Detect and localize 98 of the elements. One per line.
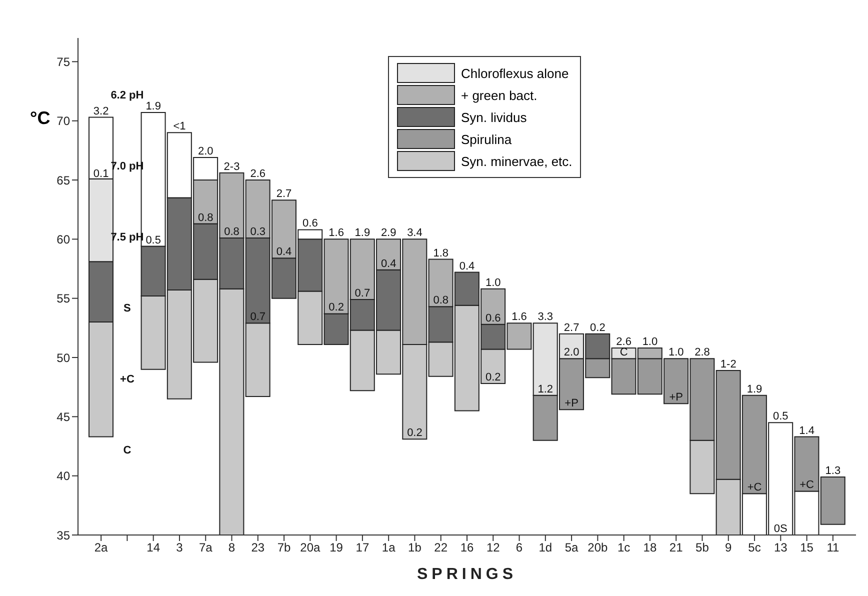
legend-label: Syn. minervae, etc.	[461, 154, 572, 168]
annotation: 2.6	[250, 168, 266, 180]
annotation: 1.9	[146, 100, 161, 113]
annotation: +P	[564, 398, 578, 410]
annotation: 1.9	[746, 383, 762, 396]
x-tick-label: 1c	[617, 540, 630, 555]
legend-label: + green bact.	[461, 88, 538, 102]
x-tick-label: 5a	[564, 540, 579, 555]
annotation: 0.6	[485, 312, 501, 324]
annotation: 2.9	[380, 227, 396, 240]
x-tick-label: 1d	[538, 540, 552, 555]
x-tick-label: 14	[146, 540, 160, 555]
x-tick-label: 21	[669, 540, 684, 555]
x-tick-label: 12	[486, 540, 500, 555]
y-tick-label: 35	[56, 528, 70, 542]
annotation: 0S	[774, 523, 788, 535]
annotation: 0.7	[354, 288, 370, 300]
x-tick-label: 1b	[408, 540, 422, 555]
annotation: +C	[120, 374, 134, 386]
annotation: 0.4	[276, 246, 292, 258]
annotation: 0.2	[328, 302, 344, 314]
y-axis-title: °C	[30, 108, 50, 129]
annotation: 1.0	[668, 346, 684, 359]
x-tick-label: 20a	[300, 540, 321, 555]
annotation: 0.2	[407, 427, 422, 440]
annotation: 0.8	[433, 294, 449, 307]
annotation: 0.8	[224, 226, 240, 238]
annotation: 1.4	[799, 424, 814, 437]
y-tick-label: 50	[56, 350, 70, 365]
annotation: 0.3	[250, 226, 266, 238]
x-tick-label: 16	[460, 540, 474, 555]
x-tick-label: 18	[643, 540, 657, 555]
annotation: 2.0	[198, 146, 214, 158]
x-tick-label: 1a	[382, 540, 396, 555]
y-tick-label: 60	[56, 232, 70, 246]
legend-label: Chloroflexus alone	[461, 66, 569, 80]
annotation: 2.6	[616, 336, 632, 348]
annotation: 1.2	[538, 383, 554, 396]
annotation: 2.0	[564, 346, 580, 359]
annotation: 3.3	[538, 311, 554, 324]
annotation: 1.6	[328, 227, 344, 240]
annotation: 1.8	[433, 247, 449, 260]
x-tick-label: 20b	[588, 540, 608, 555]
annotation: 0.2	[590, 322, 606, 334]
annotation: 0.6	[302, 218, 318, 230]
y-tick-label: 40	[56, 469, 70, 484]
annotation: +P	[669, 392, 683, 404]
x-tick-label: 5b	[696, 540, 710, 555]
y-tick-label: 65	[56, 173, 70, 188]
x-tick-label: 8	[228, 540, 236, 555]
x-tick-label: 5c	[748, 540, 761, 555]
annotation: 0.5	[146, 234, 161, 246]
annotation: +C	[747, 482, 762, 494]
annotation: 2.8	[694, 346, 710, 359]
x-tick-label: 22	[434, 540, 448, 555]
annotation: 0.1	[93, 168, 109, 180]
annotation: S	[124, 302, 131, 315]
x-tick-label: 11	[826, 540, 840, 555]
annotation: 1.9	[354, 227, 370, 240]
x-tick-label: 23	[251, 540, 265, 555]
annotation: 2.7	[564, 322, 580, 334]
x-tick-label: 6	[516, 540, 523, 555]
x-tick-label: 7b	[277, 540, 292, 555]
annotation: 2.7	[276, 188, 292, 200]
legend-label: Syn. lividus	[461, 110, 527, 124]
annotation: <1	[173, 120, 186, 133]
legend-label: Spirulina	[461, 132, 512, 146]
annotation: 1.3	[825, 465, 841, 478]
x-tick-label: 7a	[198, 540, 213, 555]
x-tick-label: 9	[725, 540, 732, 555]
annotation: 2-3	[224, 160, 240, 173]
annotation: +C	[800, 479, 814, 492]
x-axis-title: SPRINGS	[416, 566, 518, 583]
annotation: 0.5	[773, 410, 788, 423]
annotation: 1.0	[485, 276, 501, 289]
annotation: 1-2	[720, 358, 736, 371]
annotation: 0.8	[198, 212, 214, 224]
annotation: 0.7	[250, 311, 266, 324]
annotation: 6.2 pH	[110, 90, 144, 102]
annotation: 0.4	[380, 258, 396, 270]
annotation: C	[123, 444, 132, 457]
annotation: 0.2	[485, 372, 501, 384]
annotation: 1.0	[642, 336, 658, 348]
x-tick-label: 13	[774, 540, 788, 555]
y-tick-label: 55	[56, 292, 70, 306]
annotation: 3.2	[93, 105, 109, 118]
x-tick-label: 17	[356, 540, 370, 555]
y-tick-label: 45	[56, 410, 70, 424]
y-tick-label: 70	[56, 114, 70, 128]
x-tick-label: 19	[330, 540, 344, 555]
annotation: C	[620, 346, 628, 359]
x-tick-label: 2a	[94, 540, 108, 555]
x-tick-label: 15	[800, 540, 814, 555]
x-tick-label: 3	[176, 540, 184, 555]
annotation: 1.6	[512, 311, 527, 324]
annotation: 0.4	[459, 260, 475, 272]
annotation: 3.4	[407, 227, 422, 240]
y-tick-label: 75	[56, 54, 70, 69]
